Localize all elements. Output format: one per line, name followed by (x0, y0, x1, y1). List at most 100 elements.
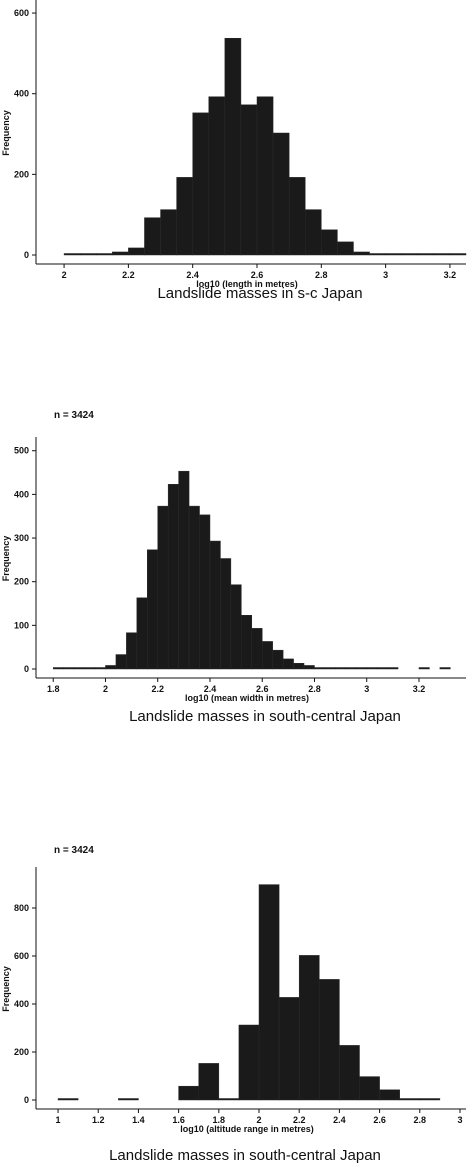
histogram-bar (303, 665, 315, 670)
histogram-bar (84, 667, 96, 670)
x-tick-label: 3.2 (444, 270, 457, 280)
histogram-length: 0 200 400 600 2 2.2 2.4 2.6 2.8 3 3.2 log10 (length… (0, 0, 474, 302)
y-tick-label: 500 (14, 446, 29, 456)
x-tick-label: 2.6 (251, 270, 264, 280)
y-axis-label: Frequency (1, 966, 11, 1012)
histogram-bar (258, 884, 280, 1101)
x-tick-label: 2.4 (204, 684, 217, 694)
histogram-bar (118, 1098, 139, 1101)
x-tick-label: 1.2 (92, 1115, 105, 1125)
x-tick-label: 2 (62, 270, 67, 280)
x-tick-label: 2.8 (308, 684, 321, 694)
x-axis-label: log10 (length in metres) (196, 279, 298, 289)
histogram-bar (418, 667, 430, 670)
histogram-bar (337, 241, 354, 256)
histogram-bar (304, 209, 322, 256)
histogram-bar (115, 654, 127, 670)
histogram-bar (353, 251, 370, 256)
y-tick-label: 0 (24, 664, 29, 674)
y-tick-label: 0 (24, 1095, 29, 1105)
y-tick-label: 200 (14, 169, 29, 179)
x-tick-label: 3 (383, 270, 388, 280)
x-tick-label: 2.6 (373, 1115, 386, 1125)
histogram-bar (209, 540, 221, 670)
y-tick-label: 200 (14, 577, 29, 587)
histogram-bar (345, 667, 357, 670)
chart-title: Landslide masses in south-central Japan (109, 1147, 381, 1164)
histogram-bar (417, 253, 435, 256)
x-tick-label: 1.8 (47, 684, 60, 694)
chart-title: Landslide masses in s-c Japan (157, 285, 363, 302)
histogram-bar (147, 549, 158, 670)
histogram-bar (419, 1098, 441, 1101)
histogram-bar (160, 209, 177, 256)
histogram-width-svg: 0 100 200 300 400 500 1.8 2 2.2 2.4 2.6 2.8 3 3.2 log1… (1, 437, 466, 703)
x-tick-label: 1.4 (132, 1115, 145, 1125)
histogram-bar (272, 132, 290, 256)
x-tick-label: 2 (257, 1115, 262, 1125)
histogram-altitude: n = 3424 0 200 400 600 800 1 1.2 1.4 1.6 1.8 2 2.2 2… (0, 845, 474, 1168)
histogram-bar (319, 979, 340, 1101)
histogram-bar (144, 217, 161, 256)
histogram-bar (126, 632, 138, 670)
histogram-bar (224, 37, 242, 256)
histogram-bar (439, 667, 451, 670)
histogram-bar (79, 253, 97, 256)
x-tick-label: 1.8 (213, 1115, 226, 1125)
x-tick-label: 2.8 (315, 270, 328, 280)
histogram-bar (57, 1098, 79, 1101)
histogram-bar (387, 667, 399, 670)
histogram-bar (335, 667, 347, 670)
y-axis-label: Frequency (1, 110, 11, 156)
x-tick-label: 2.2 (293, 1115, 306, 1125)
histogram-width: n = 3424 0 100 200 300 400 500 1.8 2 2.2 2.4 2.6 2.… (0, 410, 474, 740)
histogram-bar (105, 665, 117, 670)
y-tick-label: 600 (14, 8, 29, 18)
histogram-bar (256, 96, 274, 256)
x-tick-label: 1 (56, 1115, 61, 1125)
histogram-bar (238, 1024, 260, 1101)
histogram-length-svg: 0 200 400 600 2 2.2 2.4 2.6 2.8 3 3.2 log10 (length… (1, 0, 467, 289)
histogram-bar (356, 667, 367, 670)
histogram-bar (399, 1098, 421, 1101)
histogram-bar (176, 177, 193, 256)
histogram-bar (157, 505, 169, 670)
histogram-bar (52, 667, 64, 670)
histogram-altitude-svg: 0 200 400 600 800 1 1.2 1.4 1.6 1.8 2 2.2 2.4 2.6 2.8 3… (1, 867, 466, 1134)
histogram-bar (167, 484, 179, 670)
histogram-bar (128, 247, 145, 256)
y-tick-label: 800 (14, 903, 29, 913)
y-tick-label: 400 (14, 89, 29, 99)
y-tick-label: 200 (14, 1047, 29, 1057)
histogram-bar (376, 667, 388, 670)
histogram-bar (95, 253, 113, 256)
histogram-bar (241, 615, 253, 670)
histogram-bar (433, 253, 451, 256)
histogram-bar (178, 470, 190, 670)
histogram-bar (188, 505, 200, 670)
x-tick-label: 2 (103, 684, 108, 694)
y-tick-label: 0 (24, 250, 29, 260)
x-tick-label: 2.2 (122, 270, 135, 280)
n-label: n = 3424 (54, 845, 94, 856)
y-tick-label: 300 (14, 533, 29, 543)
histogram-bar (288, 177, 306, 256)
histogram-bar (339, 1045, 360, 1101)
histogram-bar (449, 253, 467, 256)
histogram-bar (385, 253, 402, 256)
x-tick-label: 2.4 (333, 1115, 346, 1125)
histogram-bar (208, 96, 226, 256)
histogram-bar (314, 667, 326, 670)
histogram-bar (240, 104, 258, 256)
y-tick-label: 400 (14, 489, 29, 499)
histogram-bar (261, 641, 273, 670)
histogram-bar (366, 667, 378, 670)
x-tick-label: 2.8 (414, 1115, 427, 1125)
histogram-bar (251, 628, 263, 670)
x-tick-label: 1.6 (172, 1115, 185, 1125)
y-tick-label: 100 (14, 620, 29, 630)
histogram-bar (278, 997, 300, 1101)
x-tick-label: 2.2 (151, 684, 164, 694)
histogram-bar (63, 667, 75, 670)
x-tick-label: 2.4 (186, 270, 199, 280)
